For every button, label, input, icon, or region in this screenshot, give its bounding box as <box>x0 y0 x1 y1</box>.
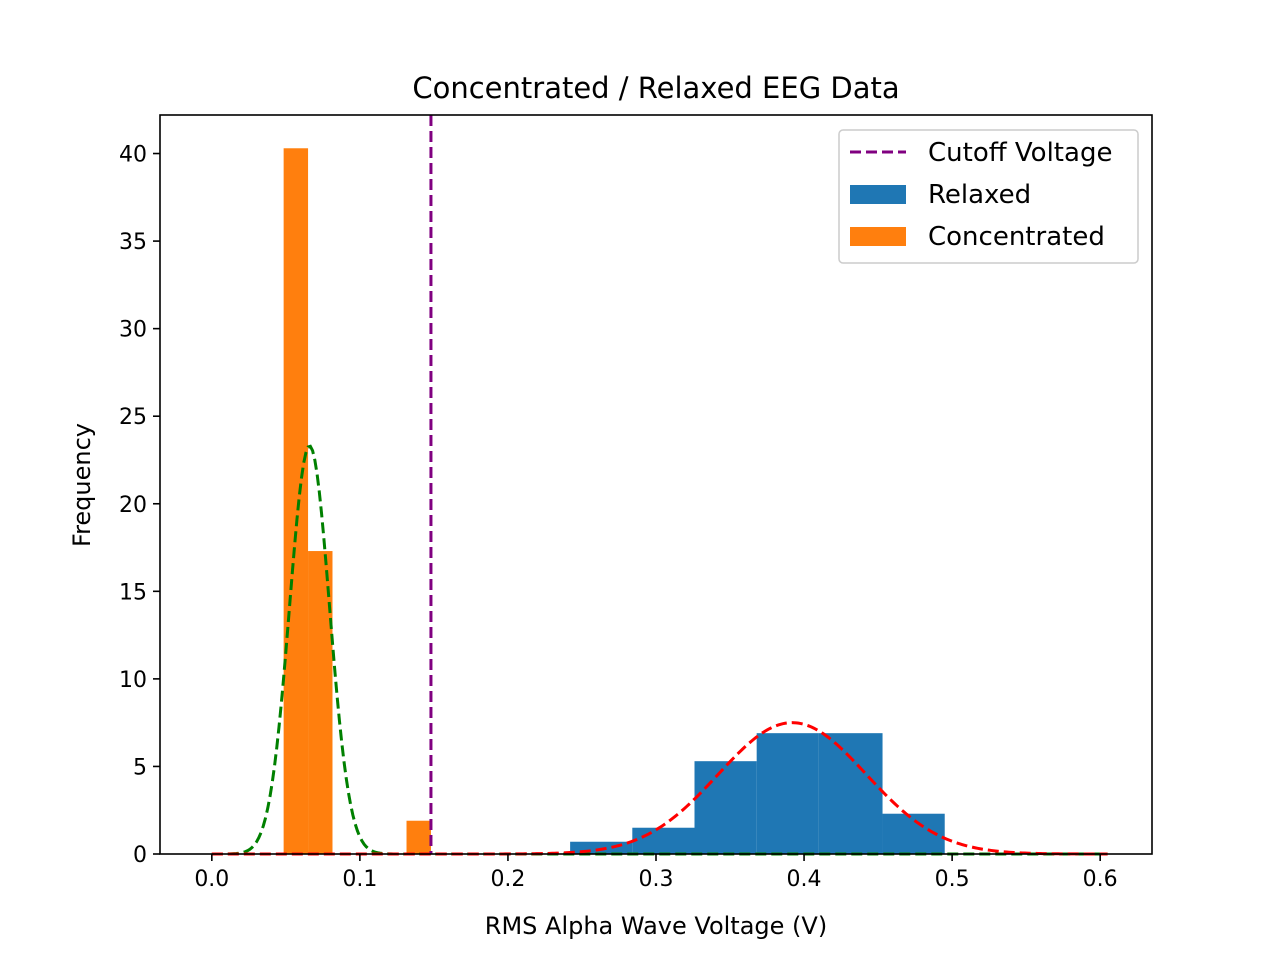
x-axis-label: RMS Alpha Wave Voltage (V) <box>485 912 827 940</box>
concentrated-bar-0 <box>283 148 309 854</box>
y-tick-label: 35 <box>119 230 147 255</box>
y-tick-label: 20 <box>119 493 147 518</box>
y-tick-label: 5 <box>133 755 147 780</box>
y-tick-label: 0 <box>133 843 147 868</box>
x-tick-label: 0.0 <box>194 867 229 892</box>
y-tick-label: 10 <box>119 668 147 693</box>
legend-relaxed-swatch <box>850 185 906 204</box>
relaxed-bar-1 <box>632 827 695 854</box>
x-tick-label: 0.2 <box>490 867 525 892</box>
legend-label-concentrated: Concentrated <box>928 222 1105 252</box>
x-tick-label: 0.1 <box>342 867 377 892</box>
legend-label-cutoff: Cutoff Voltage <box>928 138 1112 168</box>
y-tick-label: 30 <box>119 318 147 343</box>
plot-area <box>211 115 1108 856</box>
x-tick-label: 0.6 <box>1083 867 1118 892</box>
y-axis-ticks: 0 5 10 15 20 25 30 35 40 <box>119 143 160 868</box>
concentrated-bar-2 <box>406 820 431 854</box>
y-tick-label: 15 <box>119 580 147 605</box>
y-tick-label: 40 <box>119 143 147 168</box>
legend: Cutoff Voltage Relaxed Concentrated <box>838 129 1139 264</box>
concentrated-bar-1 <box>308 551 333 854</box>
relaxed-bar-3 <box>756 733 819 854</box>
x-tick-label: 0.4 <box>787 867 822 892</box>
x-tick-label: 0.3 <box>639 867 674 892</box>
y-axis-label: Frequency <box>68 423 96 547</box>
x-axis-ticks: 0.0 0.1 0.2 0.3 0.4 0.5 0.6 <box>194 854 1118 892</box>
relaxed-bar-2 <box>694 761 757 854</box>
relaxed-bar-4 <box>818 733 883 854</box>
legend-label-relaxed: Relaxed <box>928 180 1031 210</box>
legend-box <box>838 129 1139 264</box>
chart-title: Concentrated / Relaxed EEG Data <box>412 71 899 105</box>
x-tick-label: 0.5 <box>935 867 970 892</box>
legend-concentrated-swatch <box>850 227 906 246</box>
y-tick-label: 25 <box>119 405 147 430</box>
